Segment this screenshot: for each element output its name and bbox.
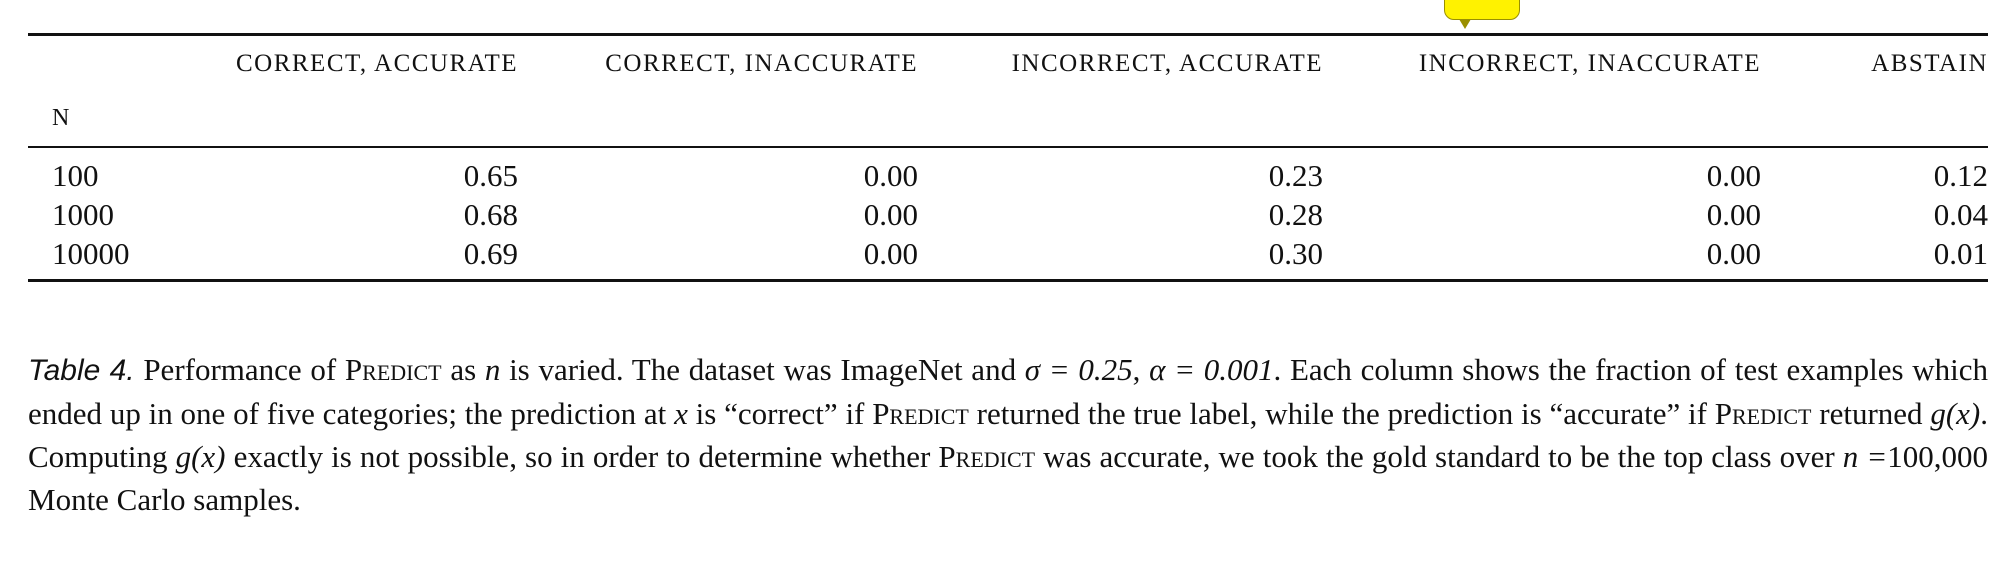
col-header-incorrect-inaccurate: INCORRECT, INACCURATE — [1418, 50, 1761, 77]
table-row: 1000 0.68 0.00 0.28 0.00 0.04 — [28, 195, 1988, 234]
cell-abstain: 0.04 — [1933, 197, 1988, 232]
math-n: n — [484, 352, 501, 387]
cell-correct-inaccurate: 0.00 — [863, 158, 918, 193]
caption-label: Table 4. — [28, 354, 135, 387]
cell-correct-accurate: 0.68 — [463, 197, 518, 232]
table-header-row: N CORRECT, ACCURATE CORRECT, INACCURATE … — [28, 34, 1988, 147]
table-row: 10000 0.69 0.00 0.30 0.00 0.01 — [28, 234, 1988, 281]
cell-n: 1000 — [52, 197, 114, 232]
cell-incorrect-inaccurate: 0.00 — [1706, 197, 1761, 232]
comment-annotation-icon[interactable] — [1444, 0, 1520, 29]
cell-incorrect-inaccurate: 0.00 — [1706, 158, 1761, 193]
cell-incorrect-accurate: 0.28 — [1268, 197, 1323, 232]
cell-abstain: 0.01 — [1933, 236, 1988, 271]
math-x: x — [674, 396, 688, 431]
col-header-abstain: ABSTAIN — [1871, 50, 1988, 77]
col-header-correct-inaccurate: CORRECT, INACCURATE — [605, 50, 918, 77]
table-row: 100 0.65 0.00 0.23 0.00 0.12 — [28, 147, 1988, 195]
cell-incorrect-accurate: 0.23 — [1268, 158, 1323, 193]
cell-correct-inaccurate: 0.00 — [863, 236, 918, 271]
predict-term: Predict — [344, 352, 442, 387]
paper-page: N CORRECT, ACCURATE CORRECT, INACCURATE … — [28, 0, 1988, 561]
table-caption: Table 4. Performance of Predict as n is … — [28, 352, 1989, 517]
math-sigma: σ = 0.25 — [1024, 352, 1133, 387]
math-alpha: α = 0.001 — [1149, 352, 1274, 387]
math-gx: g(x) — [175, 439, 226, 474]
cell-abstain: 0.12 — [1933, 158, 1988, 193]
cell-incorrect-inaccurate: 0.00 — [1706, 236, 1761, 271]
col-header-correct-accurate: CORRECT, ACCURATE — [235, 50, 518, 77]
cell-incorrect-accurate: 0.30 — [1268, 236, 1323, 271]
cell-n: 10000 — [52, 236, 130, 271]
col-header-n: N — [52, 105, 71, 131]
cell-correct-accurate: 0.65 — [463, 158, 518, 193]
predict-term: Predict — [1714, 396, 1812, 431]
cell-correct-accurate: 0.69 — [463, 236, 518, 271]
col-header-incorrect-accurate: INCORRECT, ACCURATE — [1011, 50, 1323, 77]
cell-correct-inaccurate: 0.00 — [863, 197, 918, 232]
math-gx: g(x) — [1930, 396, 1981, 431]
predict-term: Predict — [938, 439, 1036, 474]
cell-n: 100 — [52, 158, 99, 193]
math-n-eq: n = — [1842, 439, 1888, 474]
predict-term: Predict — [872, 396, 969, 431]
results-table: N CORRECT, ACCURATE CORRECT, INACCURATE … — [28, 33, 1988, 282]
